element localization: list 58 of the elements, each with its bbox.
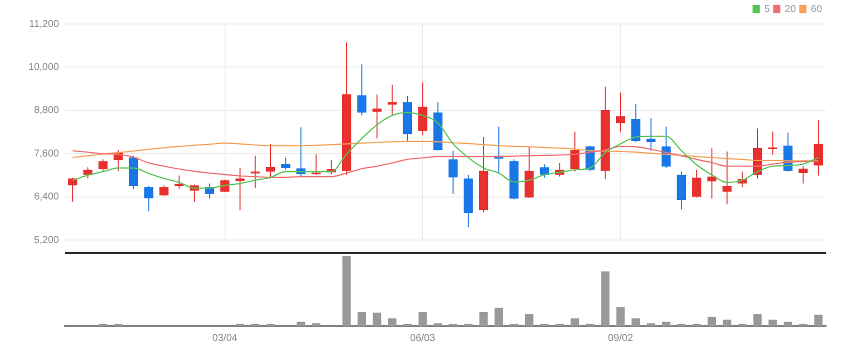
- x-tick-label: 06/03: [410, 332, 436, 344]
- candlestick: [235, 168, 245, 211]
- candlestick: [798, 166, 808, 184]
- candlestick: [144, 186, 154, 212]
- bar: [722, 320, 732, 326]
- candlestick: [692, 169, 702, 198]
- y-tick-label: 6,400: [34, 192, 60, 203]
- y-tick-label: 7,600: [34, 148, 60, 160]
- bar: [601, 271, 610, 326]
- candlestick: [662, 126, 671, 168]
- y-tick-label: 10,000: [28, 62, 60, 73]
- bar: [646, 323, 656, 326]
- candlestick: [448, 150, 458, 194]
- bar: [570, 318, 580, 326]
- bar: [296, 322, 306, 326]
- candlestick: [707, 148, 716, 200]
- legend-label: 5: [764, 4, 770, 15]
- candlestick: [722, 150, 732, 205]
- bar: [479, 312, 488, 326]
- candlestick: [281, 157, 290, 170]
- y-tick-label: 5,200: [34, 234, 60, 246]
- candlestick: [388, 84, 397, 116]
- candlestick: [98, 158, 108, 172]
- candlestick: [631, 103, 640, 143]
- candlestick: [250, 155, 260, 189]
- candlestick: [570, 131, 580, 172]
- y-tick-label: 8,800: [34, 105, 60, 116]
- bar: [434, 323, 442, 326]
- bar: [753, 314, 762, 326]
- legend-label: 20: [784, 4, 796, 15]
- bar: [358, 312, 366, 326]
- candlestick: [768, 131, 778, 156]
- candlestick: [616, 92, 626, 132]
- bar: [388, 318, 396, 326]
- x-tick-label: 09/02: [608, 332, 634, 344]
- legend-label: 60: [810, 4, 822, 15]
- candlestick: [68, 177, 78, 202]
- x-tick-label: 03/04: [212, 332, 238, 344]
- bar: [632, 318, 640, 326]
- candlestick: [266, 143, 276, 179]
- bar: [342, 256, 351, 326]
- candlestick: [312, 154, 321, 176]
- candlestick: [357, 64, 366, 116]
- bar: [662, 322, 670, 326]
- bar: [814, 314, 823, 326]
- candlestick: [372, 94, 382, 139]
- candlestick: [646, 117, 656, 152]
- bar: [372, 312, 382, 326]
- candlestick: [814, 120, 823, 176]
- bar: [418, 312, 427, 326]
- bar: [525, 314, 534, 326]
- bar: [312, 323, 320, 326]
- bar: [784, 322, 792, 326]
- bar: [768, 320, 777, 326]
- y-tick-label: 11,200: [29, 18, 60, 30]
- bar: [616, 307, 625, 326]
- bar: [494, 308, 503, 326]
- bar: [708, 316, 716, 326]
